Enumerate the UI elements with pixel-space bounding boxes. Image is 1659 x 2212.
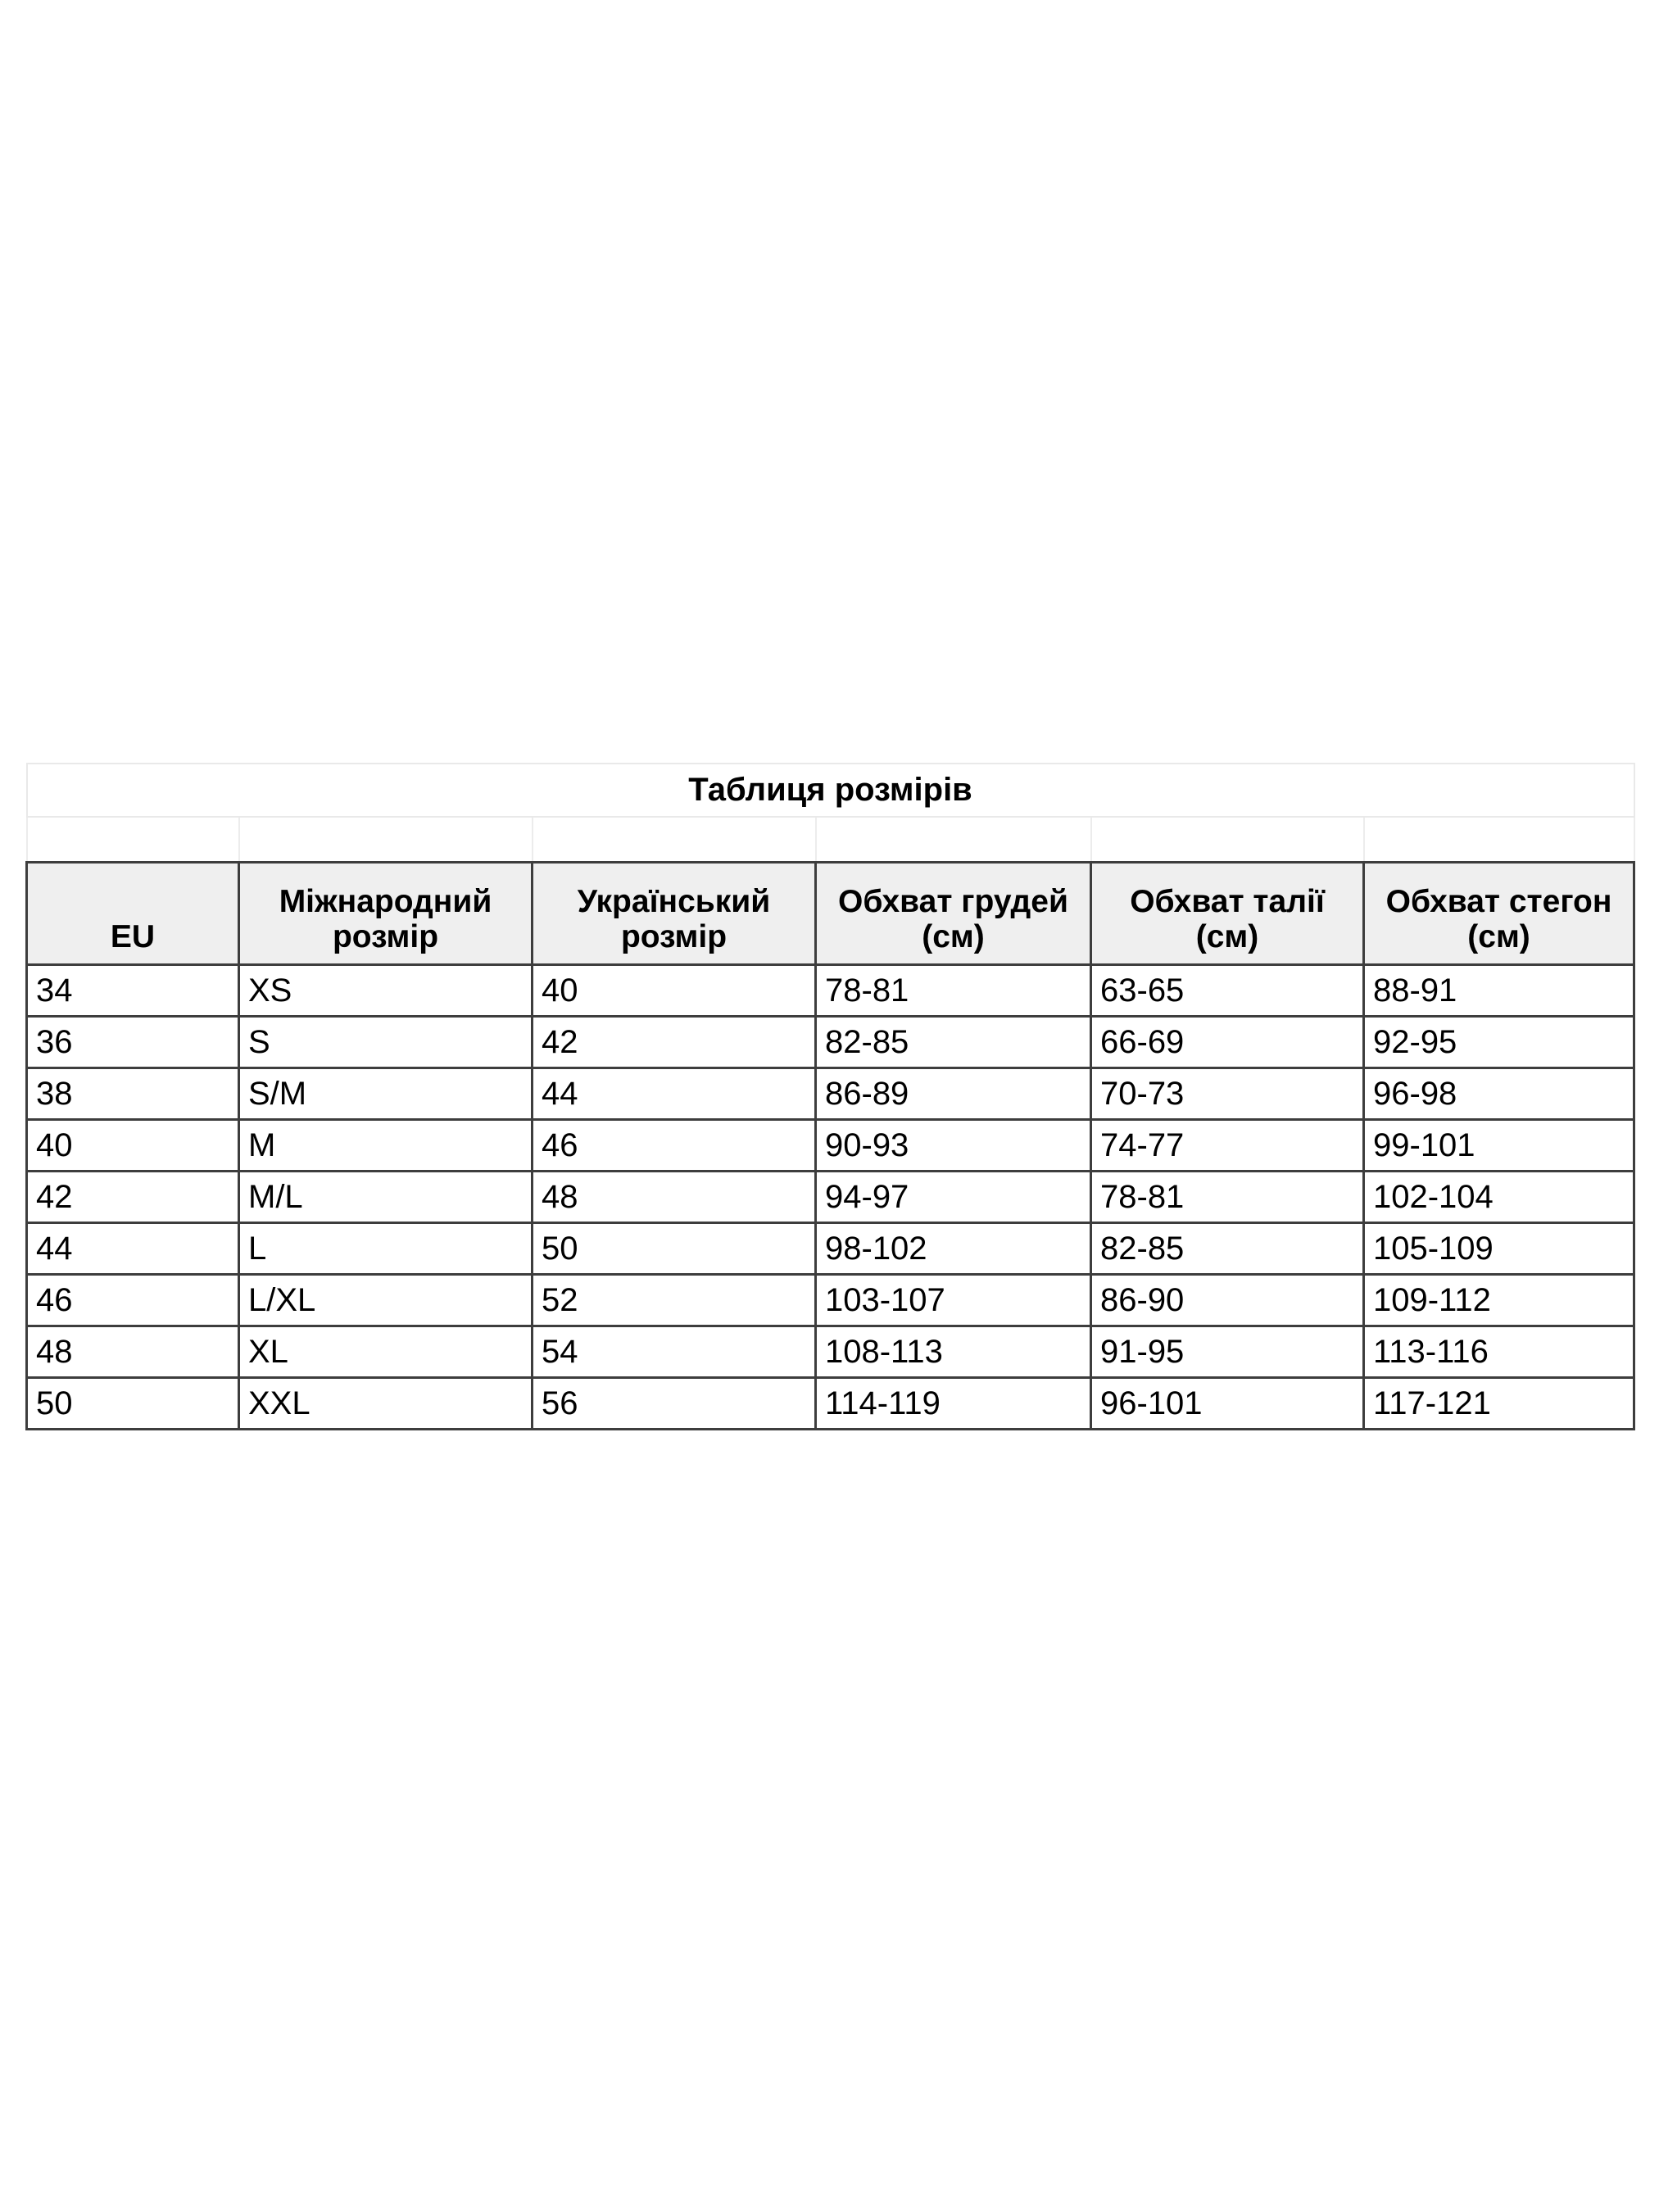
table-row: 40 M 46 90-93 74-77 99-101 [25, 1118, 1636, 1172]
spacer-cell-3 [531, 817, 817, 863]
cell-eu: 42 [25, 1170, 240, 1224]
cell-intl: XXL [238, 1376, 533, 1430]
column-header-hips: Обхват стегон (см) [1362, 861, 1636, 966]
cell-hips: 88-91 [1362, 963, 1636, 1018]
cell-ua: 50 [531, 1222, 817, 1276]
cell-eu: 38 [25, 1067, 240, 1121]
cell-chest: 98-102 [814, 1222, 1092, 1276]
table-title-row: Таблиця розмірів [25, 763, 1635, 818]
table-row: 42 M/L 48 94-97 78-81 102-104 [25, 1170, 1636, 1224]
spacer-cell-6 [1362, 817, 1635, 863]
cell-chest: 94-97 [814, 1170, 1092, 1224]
cell-waist: 78-81 [1090, 1170, 1365, 1224]
cell-ua: 44 [531, 1067, 817, 1121]
column-header-waist: Обхват талії (см) [1090, 861, 1365, 966]
cell-ua: 56 [531, 1376, 817, 1430]
cell-ua: 42 [531, 1015, 817, 1069]
cell-intl: XL [238, 1325, 533, 1379]
cell-ua: 40 [531, 963, 817, 1018]
cell-eu: 40 [25, 1118, 240, 1172]
cell-hips: 92-95 [1362, 1015, 1636, 1069]
cell-ua: 48 [531, 1170, 817, 1224]
cell-hips: 105-109 [1362, 1222, 1636, 1276]
table-row: 34 XS 40 78-81 63-65 88-91 [25, 963, 1636, 1018]
cell-ua: 46 [531, 1118, 817, 1172]
size-chart-table: Таблиця розмірів EU Міжнародний розмір У… [25, 763, 1636, 1430]
table-row: 38 S/M 44 86-89 70-73 96-98 [25, 1067, 1636, 1121]
cell-hips: 113-116 [1362, 1325, 1636, 1379]
table-row: 50 XXL 56 114-119 96-101 117-121 [25, 1376, 1636, 1430]
cell-eu: 46 [25, 1273, 240, 1327]
cell-chest: 114-119 [814, 1376, 1092, 1430]
cell-hips: 109-112 [1362, 1273, 1636, 1327]
cell-eu: 48 [25, 1325, 240, 1379]
spacer-cell-5 [1090, 817, 1365, 863]
cell-intl: XS [238, 963, 533, 1018]
table-row: 36 S 42 82-85 66-69 92-95 [25, 1015, 1636, 1069]
cell-eu: 36 [25, 1015, 240, 1069]
cell-waist: 91-95 [1090, 1325, 1365, 1379]
cell-hips: 102-104 [1362, 1170, 1636, 1224]
table-spacer-row [25, 817, 1635, 863]
table-row: 44 L 50 98-102 82-85 105-109 [25, 1222, 1636, 1276]
cell-waist: 70-73 [1090, 1067, 1365, 1121]
cell-intl: S/M [238, 1067, 533, 1121]
cell-chest: 78-81 [814, 963, 1092, 1018]
cell-ua: 52 [531, 1273, 817, 1327]
cell-chest: 90-93 [814, 1118, 1092, 1172]
cell-waist: 74-77 [1090, 1118, 1365, 1172]
cell-waist: 66-69 [1090, 1015, 1365, 1069]
table-header-row: EU Міжнародний розмір Український розмір… [25, 861, 1636, 966]
cell-intl: M/L [238, 1170, 533, 1224]
column-header-intl-size: Міжнародний розмір [238, 861, 533, 966]
size-chart-container: Таблиця розмірів EU Міжнародний розмір У… [25, 763, 1636, 1430]
cell-hips: 96-98 [1362, 1067, 1636, 1121]
cell-chest: 103-107 [814, 1273, 1092, 1327]
column-header-ua-size: Український розмір [531, 861, 817, 966]
cell-intl: M [238, 1118, 533, 1172]
cell-intl: L/XL [238, 1273, 533, 1327]
spacer-cell-4 [814, 817, 1092, 863]
spacer-cell-1 [25, 817, 240, 863]
spacer-cell-2 [238, 817, 533, 863]
cell-waist: 96-101 [1090, 1376, 1365, 1430]
cell-hips: 117-121 [1362, 1376, 1636, 1430]
cell-waist: 82-85 [1090, 1222, 1365, 1276]
cell-waist: 86-90 [1090, 1273, 1365, 1327]
cell-chest: 82-85 [814, 1015, 1092, 1069]
cell-intl: S [238, 1015, 533, 1069]
cell-chest: 86-89 [814, 1067, 1092, 1121]
cell-ua: 54 [531, 1325, 817, 1379]
column-header-eu: EU [25, 861, 240, 966]
cell-chest: 108-113 [814, 1325, 1092, 1379]
cell-waist: 63-65 [1090, 963, 1365, 1018]
cell-eu: 50 [25, 1376, 240, 1430]
cell-intl: L [238, 1222, 533, 1276]
cell-hips: 99-101 [1362, 1118, 1636, 1172]
column-header-chest: Обхват грудей (см) [814, 861, 1092, 966]
cell-eu: 34 [25, 963, 240, 1018]
table-title: Таблиця розмірів [25, 763, 1635, 818]
table-row: 46 L/XL 52 103-107 86-90 109-112 [25, 1273, 1636, 1327]
table-row: 48 XL 54 108-113 91-95 113-116 [25, 1325, 1636, 1379]
cell-eu: 44 [25, 1222, 240, 1276]
